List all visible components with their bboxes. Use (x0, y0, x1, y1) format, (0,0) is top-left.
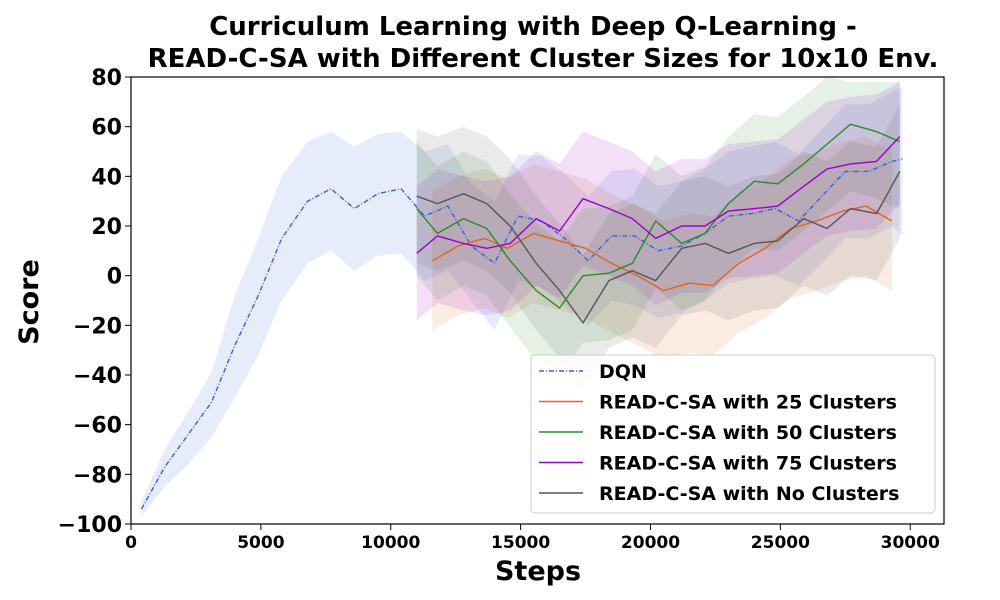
axis-ticks: 0 5000 10000 15000 20000 25000 30000 −100 −80 −60… (58, 66, 940, 553)
legend: DQN READ-C-SA with 25 Clusters READ-C-SA w… (530, 354, 936, 514)
legend-items: DQN READ-C-SA with 25 Clusters READ-C-SA w… (539, 361, 899, 505)
legend-label-dqn: DQN (599, 361, 647, 383)
x-tick-label: 30000 (881, 533, 940, 553)
y-axis-label: Score (14, 259, 45, 345)
legend-box (530, 354, 936, 514)
x-tick-label: 0 (125, 533, 137, 553)
series-lines (140, 123, 903, 510)
plot-frame (130, 76, 945, 525)
legend-label-read-c-sa-with-no-clusters: READ-C-SA with No Clusters (599, 483, 899, 505)
x-tick-label: 20000 (621, 533, 680, 553)
line-read-c-sa-with-no-clusters (416, 171, 901, 324)
y-tick-label: −100 (58, 513, 122, 538)
legend-label-read-c-sa-with-75-clusters: READ-C-SA with 75 Clusters (599, 453, 897, 475)
x-tick-label: 25000 (751, 533, 810, 553)
line-dqn (140, 158, 903, 510)
x-tick-label: 15000 (491, 533, 550, 553)
band-read-c-sa-with-50-clusters (416, 77, 900, 375)
legend-label-read-c-sa-with-25-clusters: READ-C-SA with 25 Clusters (599, 392, 897, 414)
y-tick-label: 60 (91, 116, 122, 141)
y-tick-label: −40 (73, 364, 122, 389)
y-tick-label: −80 (73, 463, 122, 488)
confidence-bands (141, 77, 903, 517)
x-tick-label: 10000 (361, 533, 420, 553)
line-read-c-sa-with-25-clusters (431, 205, 893, 292)
y-tick-label: 0 (107, 265, 122, 290)
y-tick-label: −60 (73, 414, 122, 439)
line-read-c-sa-with-75-clusters (416, 136, 901, 254)
legend-label-read-c-sa-with-50-clusters: READ-C-SA with 50 Clusters (599, 422, 897, 444)
line-read-c-sa-with-50-clusters (416, 123, 901, 309)
band-read-c-sa-with-25-clusters (432, 136, 893, 361)
chart-title-line-1: Curriculum Learning with Deep Q-Learning… (209, 12, 857, 42)
y-tick-label: −20 (73, 314, 122, 339)
y-tick-label: 20 (91, 215, 122, 240)
y-tick-label: 80 (91, 66, 122, 91)
x-tick-label: 5000 (237, 533, 284, 553)
band-dqn (141, 86, 903, 517)
band-read-c-sa-with-75-clusters (416, 82, 900, 321)
x-axis-label: Steps (495, 556, 581, 587)
band-read-c-sa-with-no-clusters (416, 104, 900, 390)
y-tick-label: 40 (91, 165, 122, 190)
chart-title-line-2: READ-C-SA with Different Cluster Sizes f… (148, 44, 939, 74)
